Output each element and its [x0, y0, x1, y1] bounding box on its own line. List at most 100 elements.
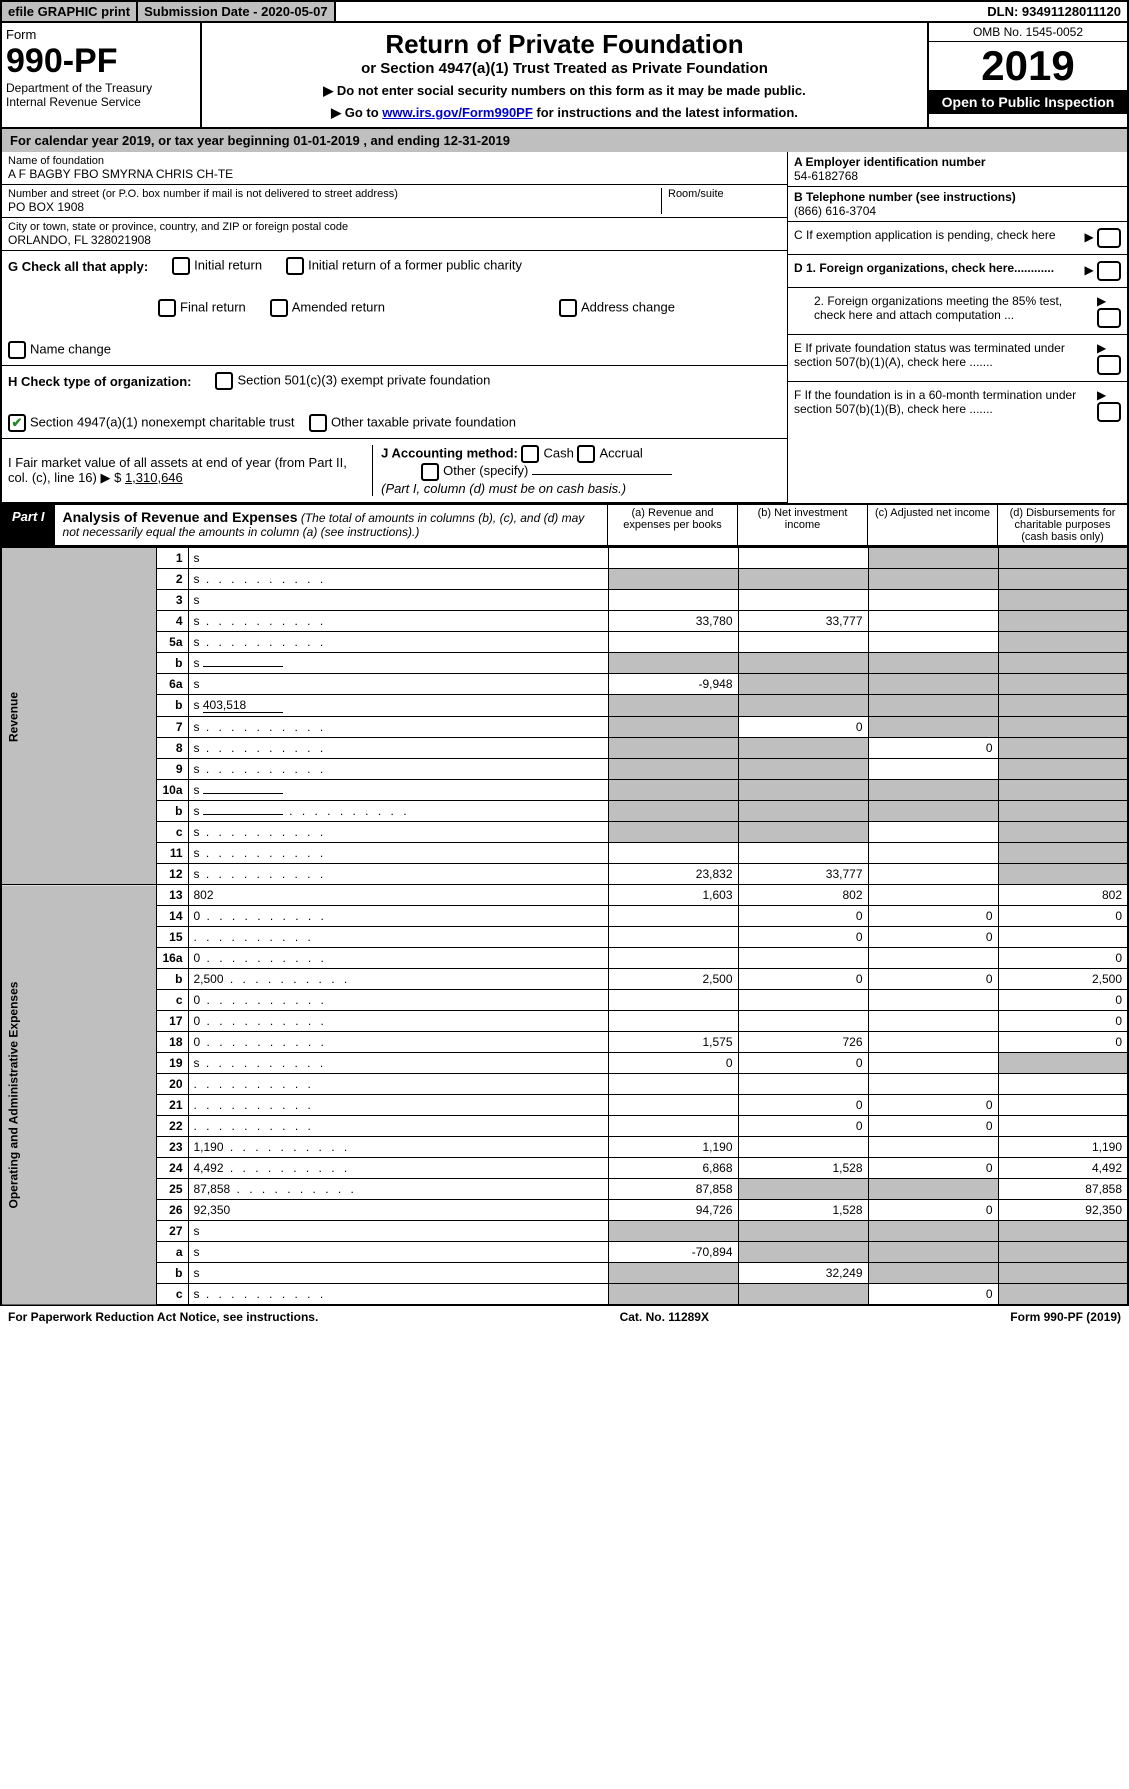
table-row: c00 — [1, 990, 1128, 1011]
amount-cell — [738, 780, 868, 801]
amount-cell — [868, 948, 998, 969]
initial-return-cb[interactable] — [172, 257, 190, 275]
amount-cell — [868, 822, 998, 843]
amount-cell — [868, 569, 998, 590]
table-row: 12s23,83233,777 — [1, 864, 1128, 885]
e-row: E If private foundation status was termi… — [788, 335, 1127, 382]
entity-info: Name of foundation A F BAGBY FBO SMYRNA … — [0, 152, 1129, 505]
line-desc: 0 — [188, 990, 608, 1011]
ij-row: I Fair market value of all assets at end… — [2, 439, 787, 503]
line-number: a — [157, 1242, 188, 1263]
amount-cell: 0 — [998, 990, 1128, 1011]
other-taxable-cb[interactable] — [309, 414, 327, 432]
4947-cb[interactable] — [8, 414, 26, 432]
form-header: Form 990-PF Department of the Treasury I… — [0, 23, 1129, 129]
501c3-cb[interactable] — [215, 372, 233, 390]
goto-line: ▶ Go to www.irs.gov/Form990PF for instru… — [208, 105, 921, 121]
line-number: 11 — [157, 843, 188, 864]
amount-cell — [868, 990, 998, 1011]
line-desc: s — [188, 1053, 608, 1074]
amount-cell — [998, 653, 1128, 674]
amount-cell: 1,190 — [608, 1137, 738, 1158]
line-desc: s — [188, 611, 608, 632]
irs-link[interactable]: www.irs.gov/Form990PF — [382, 105, 533, 120]
efile-button[interactable]: efile GRAPHIC print — [2, 2, 138, 21]
final-return-cb[interactable] — [158, 299, 176, 317]
amount-cell: 32,249 — [738, 1263, 868, 1284]
c-checkbox[interactable] — [1097, 228, 1121, 248]
line-number: c — [157, 990, 188, 1011]
amount-cell — [738, 1137, 868, 1158]
amended-return-cb[interactable] — [270, 299, 288, 317]
amount-cell: 0 — [868, 1158, 998, 1179]
e-checkbox[interactable] — [1097, 355, 1121, 375]
amount-cell — [998, 1284, 1128, 1306]
line-number: 9 — [157, 759, 188, 780]
table-row: 16a00 — [1, 948, 1128, 969]
amount-cell — [868, 801, 998, 822]
amount-cell — [998, 1074, 1128, 1095]
g-check-row: G Check all that apply: Initial return I… — [2, 251, 787, 366]
table-row: bs — [1, 801, 1128, 822]
table-row: 1500 — [1, 927, 1128, 948]
line-number: 17 — [157, 1011, 188, 1032]
other-method-cb[interactable] — [421, 463, 439, 481]
line-number: 7 — [157, 717, 188, 738]
table-row: bs 403,518 — [1, 695, 1128, 717]
amount-cell: 1,603 — [608, 885, 738, 906]
line-number: 19 — [157, 1053, 188, 1074]
amount-cell — [608, 1263, 738, 1284]
amount-cell — [738, 569, 868, 590]
line-number: 25 — [157, 1179, 188, 1200]
table-row: bs32,249 — [1, 1263, 1128, 1284]
line-number: 12 — [157, 864, 188, 885]
table-row: 2100 — [1, 1095, 1128, 1116]
address-change-cb[interactable] — [559, 299, 577, 317]
expenses-section-label: Operating and Administrative Expenses — [1, 885, 157, 1306]
city-cell: City or town, state or province, country… — [2, 218, 787, 251]
line-desc: s — [188, 759, 608, 780]
phone-cell: B Telephone number (see instructions) (8… — [788, 187, 1127, 222]
line-desc: s — [188, 632, 608, 653]
amount-cell — [738, 822, 868, 843]
line-desc: 4,492 — [188, 1158, 608, 1179]
amount-cell — [608, 569, 738, 590]
amount-cell — [998, 843, 1128, 864]
line-number: 27 — [157, 1221, 188, 1242]
amount-cell — [998, 1242, 1128, 1263]
form-ref: Form 990-PF (2019) — [1010, 1310, 1121, 1324]
line-number: 4 — [157, 611, 188, 632]
initial-former-cb[interactable] — [286, 257, 304, 275]
line-desc: 2,500 — [188, 969, 608, 990]
amount-cell — [738, 738, 868, 759]
amount-cell — [608, 801, 738, 822]
amount-cell: 802 — [998, 885, 1128, 906]
accrual-cb[interactable] — [577, 445, 595, 463]
amount-cell — [998, 1095, 1128, 1116]
line-desc: s 403,518 — [188, 695, 608, 717]
amount-cell: 6,868 — [608, 1158, 738, 1179]
open-public: Open to Public Inspection — [929, 90, 1127, 114]
col-b-hdr: (b) Net investment income — [737, 505, 867, 545]
amount-cell — [868, 1242, 998, 1263]
amount-cell — [608, 717, 738, 738]
table-row: Operating and Administrative Expenses138… — [1, 885, 1128, 906]
amount-cell — [998, 822, 1128, 843]
f-checkbox[interactable] — [1097, 402, 1121, 422]
irs-label: Internal Revenue Service — [6, 95, 196, 109]
table-row: 20 — [1, 1074, 1128, 1095]
table-row: 5as — [1, 632, 1128, 653]
amount-cell — [998, 632, 1128, 653]
amount-cell: 0 — [738, 927, 868, 948]
amount-cell — [868, 759, 998, 780]
d1-row: D 1. Foreign organizations, check here..… — [788, 255, 1127, 288]
d1-checkbox[interactable] — [1097, 261, 1121, 281]
amount-cell — [608, 759, 738, 780]
amount-cell: 0 — [998, 948, 1128, 969]
cat-no: Cat. No. 11289X — [620, 1310, 709, 1324]
table-row: cs0 — [1, 1284, 1128, 1306]
cash-cb[interactable] — [521, 445, 539, 463]
amount-cell: 0 — [998, 1032, 1128, 1053]
name-change-cb[interactable] — [8, 341, 26, 359]
d2-checkbox[interactable] — [1097, 308, 1121, 328]
